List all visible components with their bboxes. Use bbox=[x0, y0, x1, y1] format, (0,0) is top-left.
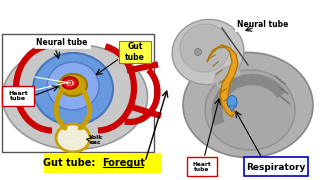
Text: Yolk
sac: Yolk sac bbox=[88, 135, 102, 145]
Ellipse shape bbox=[33, 53, 113, 125]
Ellipse shape bbox=[205, 70, 295, 150]
Text: Heart
tube: Heart tube bbox=[193, 162, 212, 172]
Polygon shape bbox=[229, 106, 235, 112]
Text: Neural tube: Neural tube bbox=[36, 37, 88, 46]
FancyBboxPatch shape bbox=[44, 153, 161, 173]
Ellipse shape bbox=[62, 77, 78, 89]
Text: Respiratory: Respiratory bbox=[246, 163, 306, 172]
Ellipse shape bbox=[215, 66, 241, 90]
Polygon shape bbox=[207, 45, 238, 117]
FancyBboxPatch shape bbox=[244, 157, 308, 176]
Circle shape bbox=[68, 80, 73, 86]
Ellipse shape bbox=[59, 74, 87, 96]
Text: Gut tube:: Gut tube: bbox=[43, 158, 102, 168]
Circle shape bbox=[195, 48, 202, 55]
FancyBboxPatch shape bbox=[2, 86, 34, 106]
Ellipse shape bbox=[180, 24, 230, 72]
Ellipse shape bbox=[227, 96, 237, 109]
FancyBboxPatch shape bbox=[2, 34, 154, 152]
Text: Gut
tube: Gut tube bbox=[125, 42, 145, 62]
Text: Heart
tube: Heart tube bbox=[8, 91, 28, 101]
Text: Neural tube: Neural tube bbox=[237, 19, 289, 28]
Ellipse shape bbox=[3, 44, 148, 150]
Ellipse shape bbox=[172, 19, 244, 85]
FancyBboxPatch shape bbox=[119, 41, 151, 63]
Text: Foregut: Foregut bbox=[102, 158, 145, 168]
Ellipse shape bbox=[56, 124, 90, 152]
Ellipse shape bbox=[67, 80, 74, 86]
Ellipse shape bbox=[183, 53, 313, 158]
FancyBboxPatch shape bbox=[187, 157, 217, 176]
Ellipse shape bbox=[47, 62, 99, 110]
